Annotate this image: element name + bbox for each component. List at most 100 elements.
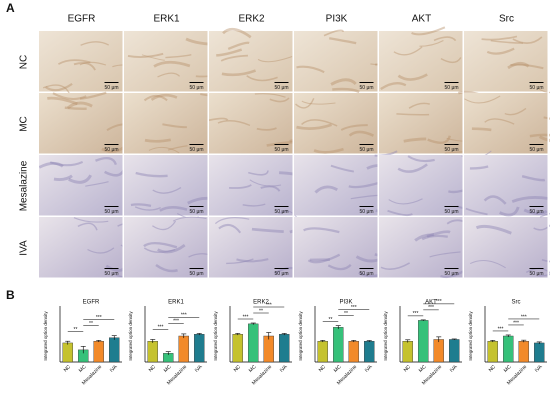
tissue-texture: [38, 161, 64, 169]
micrograph: [39, 93, 123, 154]
tissue-texture: [296, 65, 325, 74]
tissue-texture: [539, 212, 550, 218]
tissue-texture: [135, 171, 168, 178]
tissue-texture: [511, 196, 548, 203]
tissue-texture: [73, 217, 109, 223]
x-tick-label: MC: [418, 364, 428, 374]
bar: [62, 342, 73, 363]
x-tick-label: IVA: [449, 364, 459, 374]
x-tick-label: MC: [248, 364, 258, 374]
micrograph: [294, 155, 378, 216]
significance-label: **: [344, 311, 348, 317]
chart-title: Src: [512, 300, 521, 306]
tissue-texture: [440, 270, 464, 279]
micrograph: [464, 217, 548, 278]
tissue-texture: [134, 206, 161, 211]
tissue-texture: [380, 82, 407, 91]
tissue-texture: [529, 133, 550, 138]
tissue-texture: [85, 181, 109, 187]
tissue-texture: [340, 124, 368, 131]
gutter: [377, 23, 379, 281]
tissue-texture: [314, 185, 338, 194]
column-header: PI3K: [326, 14, 348, 25]
tissue-texture: [80, 41, 110, 46]
tissue-texture: [165, 54, 192, 59]
scale-bar-label: 50 μm: [105, 209, 119, 215]
tissue-texture: [42, 84, 70, 94]
micrograph: [379, 31, 463, 92]
tissue-texture: [507, 61, 530, 70]
tissue-texture: [242, 203, 266, 207]
bar: [364, 341, 375, 363]
bar: [518, 341, 529, 363]
tissue-texture: [64, 106, 87, 110]
tissue-texture: [421, 234, 448, 241]
tissue-texture: [330, 164, 354, 173]
micrograph: [379, 217, 463, 278]
scale-bar-label: 50 μm: [190, 209, 204, 215]
x-tick-label: NC: [318, 364, 328, 374]
tissue-texture: [256, 127, 277, 131]
tissue-texture: [251, 227, 284, 233]
tissue-texture: [152, 220, 177, 231]
micrograph: [124, 31, 208, 92]
x-tick-label: NC: [488, 364, 498, 374]
x-tick-label: IVA: [364, 364, 374, 374]
column-header: EGFR: [68, 14, 96, 25]
tissue-texture: [249, 179, 282, 187]
gutter: [207, 23, 209, 281]
tissue-texture: [440, 57, 462, 64]
x-tick-label: MC: [333, 364, 343, 374]
tissue-texture: [153, 60, 191, 68]
tissue-texture: [227, 41, 250, 50]
bar: [147, 341, 158, 363]
scale-bar-label: 50 μm: [275, 271, 289, 277]
tissue-texture: [218, 223, 242, 234]
scale-bar-label: 50 μm: [530, 85, 544, 91]
chart-title: EGFR: [83, 300, 100, 306]
scale-bar-label: 50 μm: [190, 271, 204, 277]
tissue-texture: [269, 97, 290, 103]
tissue-texture: [217, 120, 251, 126]
scale-bar-label: 50 μm: [275, 147, 289, 153]
scale-bar-label: 50 μm: [530, 209, 544, 215]
micrograph: [464, 155, 548, 216]
tissue-texture: [295, 98, 315, 109]
tissue-texture: [167, 145, 188, 151]
tissue-texture: [236, 258, 269, 263]
tissue-texture: [45, 82, 73, 92]
tissue-texture: [162, 123, 187, 129]
bar: [263, 335, 274, 363]
tissue-texture: [257, 56, 293, 63]
tissue-texture: [543, 116, 550, 120]
tissue-texture: [214, 217, 250, 225]
micrograph: [209, 155, 293, 216]
scale-bar-label: 50 μm: [190, 147, 204, 153]
y-axis-label: Integrated option density: [298, 311, 303, 361]
scale-bar-label: 50 μm: [445, 271, 459, 277]
tissue-texture: [73, 62, 96, 71]
micrograph: [124, 93, 208, 154]
micrograph: [209, 217, 293, 278]
x-tick-label: IVA: [279, 364, 289, 374]
column-header: AKT: [412, 14, 431, 25]
scale-bar-label: 50 μm: [445, 147, 459, 153]
significance-label: ***: [521, 314, 527, 320]
bar: [232, 334, 243, 363]
x-tick-label: MC: [163, 364, 173, 374]
micrograph: [464, 93, 548, 154]
tissue-texture: [307, 253, 341, 264]
chart-title: AKT: [425, 300, 437, 306]
tissue-texture: [172, 216, 207, 222]
tissue-texture: [397, 73, 428, 81]
x-tick-label: NC: [148, 364, 158, 374]
tissue-texture: [471, 127, 492, 132]
significance-label: **: [259, 308, 263, 314]
tissue-texture: [148, 146, 180, 154]
tissue-texture: [490, 39, 524, 44]
chart-title: ERK2: [253, 300, 269, 306]
tissue-texture: [512, 36, 543, 44]
tissue-texture: [387, 209, 413, 217]
tissue-texture: [248, 170, 269, 176]
tissue-texture: [79, 91, 107, 100]
